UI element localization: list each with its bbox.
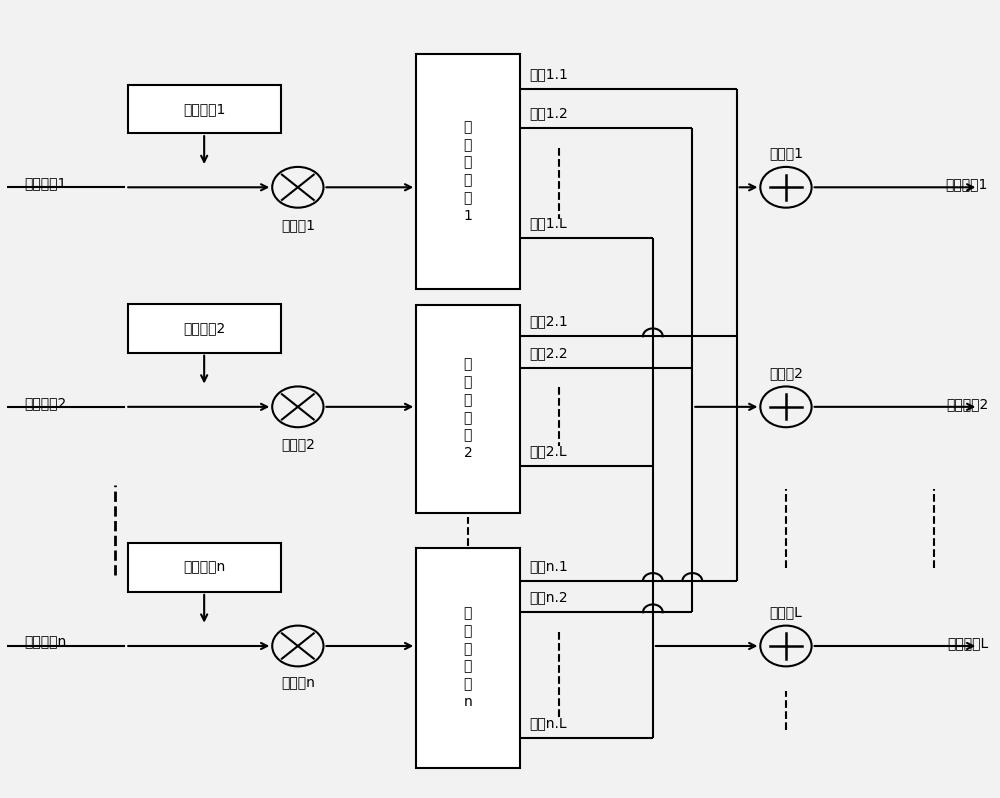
Text: 用户信号2: 用户信号2	[25, 396, 67, 410]
Text: 串
并
转
换
器
1: 串 并 转 换 器 1	[464, 120, 472, 223]
Text: 支路2.L: 支路2.L	[530, 444, 567, 458]
Text: 支路1.2: 支路1.2	[530, 107, 568, 120]
FancyBboxPatch shape	[416, 305, 520, 512]
Text: 乘法器1: 乘法器1	[281, 218, 315, 232]
Text: 扩频码字n: 扩频码字n	[183, 560, 225, 575]
Text: 支路2.2: 支路2.2	[530, 346, 568, 360]
Text: 支路n.1: 支路n.1	[530, 559, 568, 573]
Text: 乘法器2: 乘法器2	[281, 437, 315, 452]
Text: 用户信号n: 用户信号n	[25, 635, 67, 649]
Text: 用户信号1: 用户信号1	[25, 176, 67, 191]
Text: 编码信号1: 编码信号1	[946, 177, 988, 192]
Text: 加法器1: 加法器1	[769, 147, 803, 160]
Text: 编码信号L: 编码信号L	[947, 636, 988, 650]
FancyBboxPatch shape	[128, 543, 281, 592]
FancyBboxPatch shape	[128, 304, 281, 353]
Text: 支路n.L: 支路n.L	[530, 716, 567, 730]
FancyBboxPatch shape	[416, 54, 520, 289]
Text: 加法器L: 加法器L	[770, 606, 802, 619]
Text: 扩频码字1: 扩频码字1	[183, 102, 225, 116]
Text: 乘法器n: 乘法器n	[281, 677, 315, 690]
Text: 编码信号2: 编码信号2	[946, 397, 988, 411]
Text: 支路1.1: 支路1.1	[530, 68, 568, 81]
Text: 支路2.1: 支路2.1	[530, 314, 568, 329]
Text: 串
并
转
换
器
2: 串 并 转 换 器 2	[464, 358, 472, 460]
FancyBboxPatch shape	[416, 548, 520, 768]
Text: 扩频码字2: 扩频码字2	[183, 322, 225, 335]
Text: 支路n.2: 支路n.2	[530, 591, 568, 604]
Text: 加法器2: 加法器2	[769, 366, 803, 380]
Text: 支路1.L: 支路1.L	[530, 216, 567, 231]
FancyBboxPatch shape	[128, 85, 281, 133]
Text: 串
并
转
换
器
n: 串 并 转 换 器 n	[464, 606, 472, 709]
